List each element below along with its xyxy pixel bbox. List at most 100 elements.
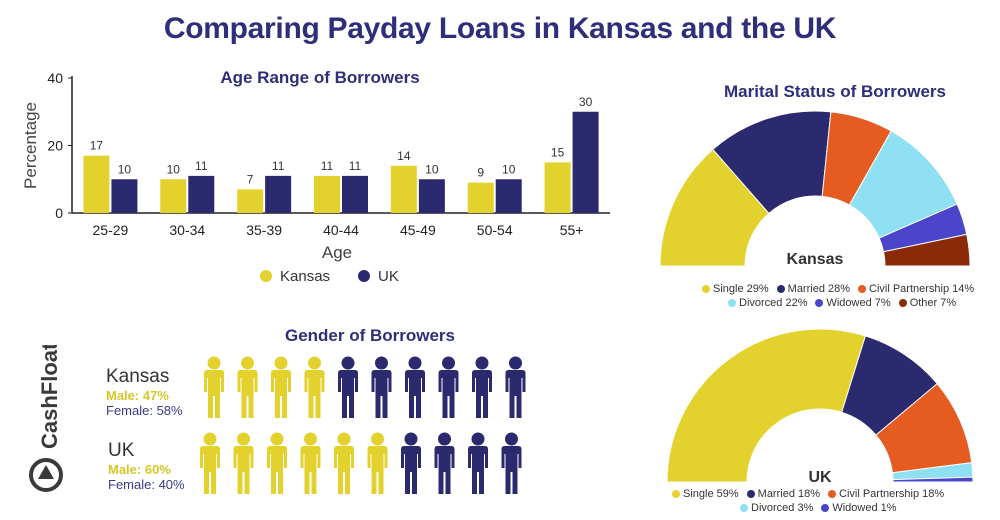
legend-label-divorced: Divorced 22% <box>739 297 808 310</box>
legend-label-widowed: Widowed 7% <box>826 297 891 310</box>
bar-kansas-45-49 <box>390 165 417 213</box>
person-head <box>308 356 321 370</box>
legend-label-single: Single 29% <box>713 283 769 296</box>
legend-item-widowed: Widowed 7% <box>815 297 891 310</box>
legend-label-other: Other 7% <box>909 297 957 310</box>
legend-item-other: Other 7% <box>898 297 957 310</box>
legend-dot-married <box>746 490 755 499</box>
female-person-icon <box>338 356 358 418</box>
cashfloat-logo-arrow <box>38 465 54 479</box>
kansas-gender-country: Kansas <box>106 366 170 387</box>
person-body <box>501 446 522 494</box>
kansas-legend-row-1: Single 29% Married 28% Civil Partnership 1… <box>702 283 982 295</box>
person-body <box>300 446 321 494</box>
y-tick-label: 20 <box>47 138 63 154</box>
bar-kansas-40-44 <box>314 175 340 213</box>
person-head <box>371 432 384 446</box>
male-person-icon <box>237 356 258 418</box>
person-body <box>338 370 358 418</box>
gender-title: Gender of Borrowers <box>284 326 456 345</box>
male-person-icon <box>200 432 220 494</box>
cashfloat-logo: CashFloat <box>24 342 74 505</box>
bar-value-label: 15 <box>551 145 565 159</box>
bar-value-label: 10 <box>167 162 181 176</box>
person-body <box>405 370 425 418</box>
uk-gender-label: UK Male: 60% Female: 40% <box>108 440 185 492</box>
female-person-icon <box>472 356 492 418</box>
bar-uk-45-49 <box>418 179 445 213</box>
person-body <box>334 446 354 494</box>
legend-dot-widowed <box>815 299 824 308</box>
person-head <box>304 432 317 446</box>
bar-value-label: 11 <box>195 159 208 173</box>
legend-item-single: Single 29% <box>702 283 769 295</box>
x-tick-label: 50-54 <box>477 222 513 238</box>
legend-label-kansas: Kansas <box>280 268 330 285</box>
legend-swatch-uk <box>358 270 370 282</box>
female-person-icon <box>405 356 425 418</box>
x-tick-label: 30-34 <box>169 222 205 238</box>
person-body <box>367 446 388 494</box>
bar-value-label: 7 <box>247 172 254 186</box>
bar-value-label: 11 <box>321 159 334 173</box>
person-head <box>203 432 217 446</box>
legend-item-divorced: Divorced 3% <box>740 502 813 514</box>
legend-dot-married <box>776 285 785 294</box>
bar-uk-40-44 <box>342 175 368 213</box>
person-body <box>468 446 488 494</box>
male-person-icon <box>304 356 325 418</box>
legend-item-married: Married 28% <box>776 283 850 295</box>
person-head <box>475 356 489 370</box>
donut-slice-widowed <box>892 476 974 483</box>
person-head <box>207 356 221 370</box>
donut-center-label: UK <box>808 469 832 486</box>
legend-dot-divorced <box>740 504 748 513</box>
person-body <box>233 446 254 494</box>
bar-value-label: 14 <box>397 149 411 163</box>
age-chart-title: Age Range of Borrowers <box>220 68 420 87</box>
person-body <box>200 446 220 494</box>
person-body <box>267 446 287 494</box>
bar-value-label: 10 <box>425 162 439 176</box>
gender-pictogram <box>200 356 526 494</box>
bar-kansas-55+ <box>544 162 571 213</box>
male-person-icon <box>334 432 354 494</box>
legend-dot-civil <box>828 490 837 499</box>
person-head <box>341 356 355 370</box>
person-body <box>401 446 421 494</box>
cashfloat-logo-text: CashFloat <box>37 345 62 449</box>
female-person-icon <box>401 432 421 494</box>
legend-label-widowed: Widowed 1% <box>832 502 897 515</box>
person-head <box>471 432 485 446</box>
person-body <box>371 370 392 418</box>
bar-kansas-30-34 <box>160 179 187 213</box>
bar-value-label: 10 <box>502 162 516 176</box>
female-person-icon <box>438 356 459 418</box>
bar-kansas-25-29 <box>83 155 110 213</box>
female-person-icon <box>505 356 526 418</box>
person-head <box>237 432 250 446</box>
y-tick-label: 0 <box>55 205 63 221</box>
legend-dot-single <box>702 285 710 294</box>
cashfloat-logo-mark: CashFloat <box>29 342 63 492</box>
main-title: Comparing Payday Loans in Kansas and the… <box>163 12 837 45</box>
uk-legend-row-2: Divorced 3% Widowed 1% <box>740 502 905 514</box>
person-head <box>375 356 388 370</box>
age-range-bar-chart: 0 20 40 Percentage 17 10 25-29 10 11 30-34 7 11 35-3… <box>21 70 610 285</box>
person-head <box>442 356 455 370</box>
x-tick-label: 35-39 <box>246 222 282 238</box>
bar-value-label: 9 <box>477 166 484 180</box>
person-head <box>270 432 284 446</box>
x-tick-label: 45-49 <box>400 222 436 238</box>
female-person-icon <box>434 432 455 494</box>
person-body <box>434 446 455 494</box>
person-head <box>505 432 518 446</box>
person-head <box>274 356 288 370</box>
kansas-gender-label: Kansas Male: 47% Female: 58% <box>106 366 183 418</box>
legend-item-single: Single 59% <box>672 488 739 500</box>
bar-value-label: 11 <box>272 159 285 173</box>
legend-item-civil: Civil Partnership 18% <box>828 488 944 500</box>
legend-label-married: Married 18% <box>757 488 821 501</box>
female-person-icon <box>501 432 522 494</box>
person-head <box>337 432 351 446</box>
